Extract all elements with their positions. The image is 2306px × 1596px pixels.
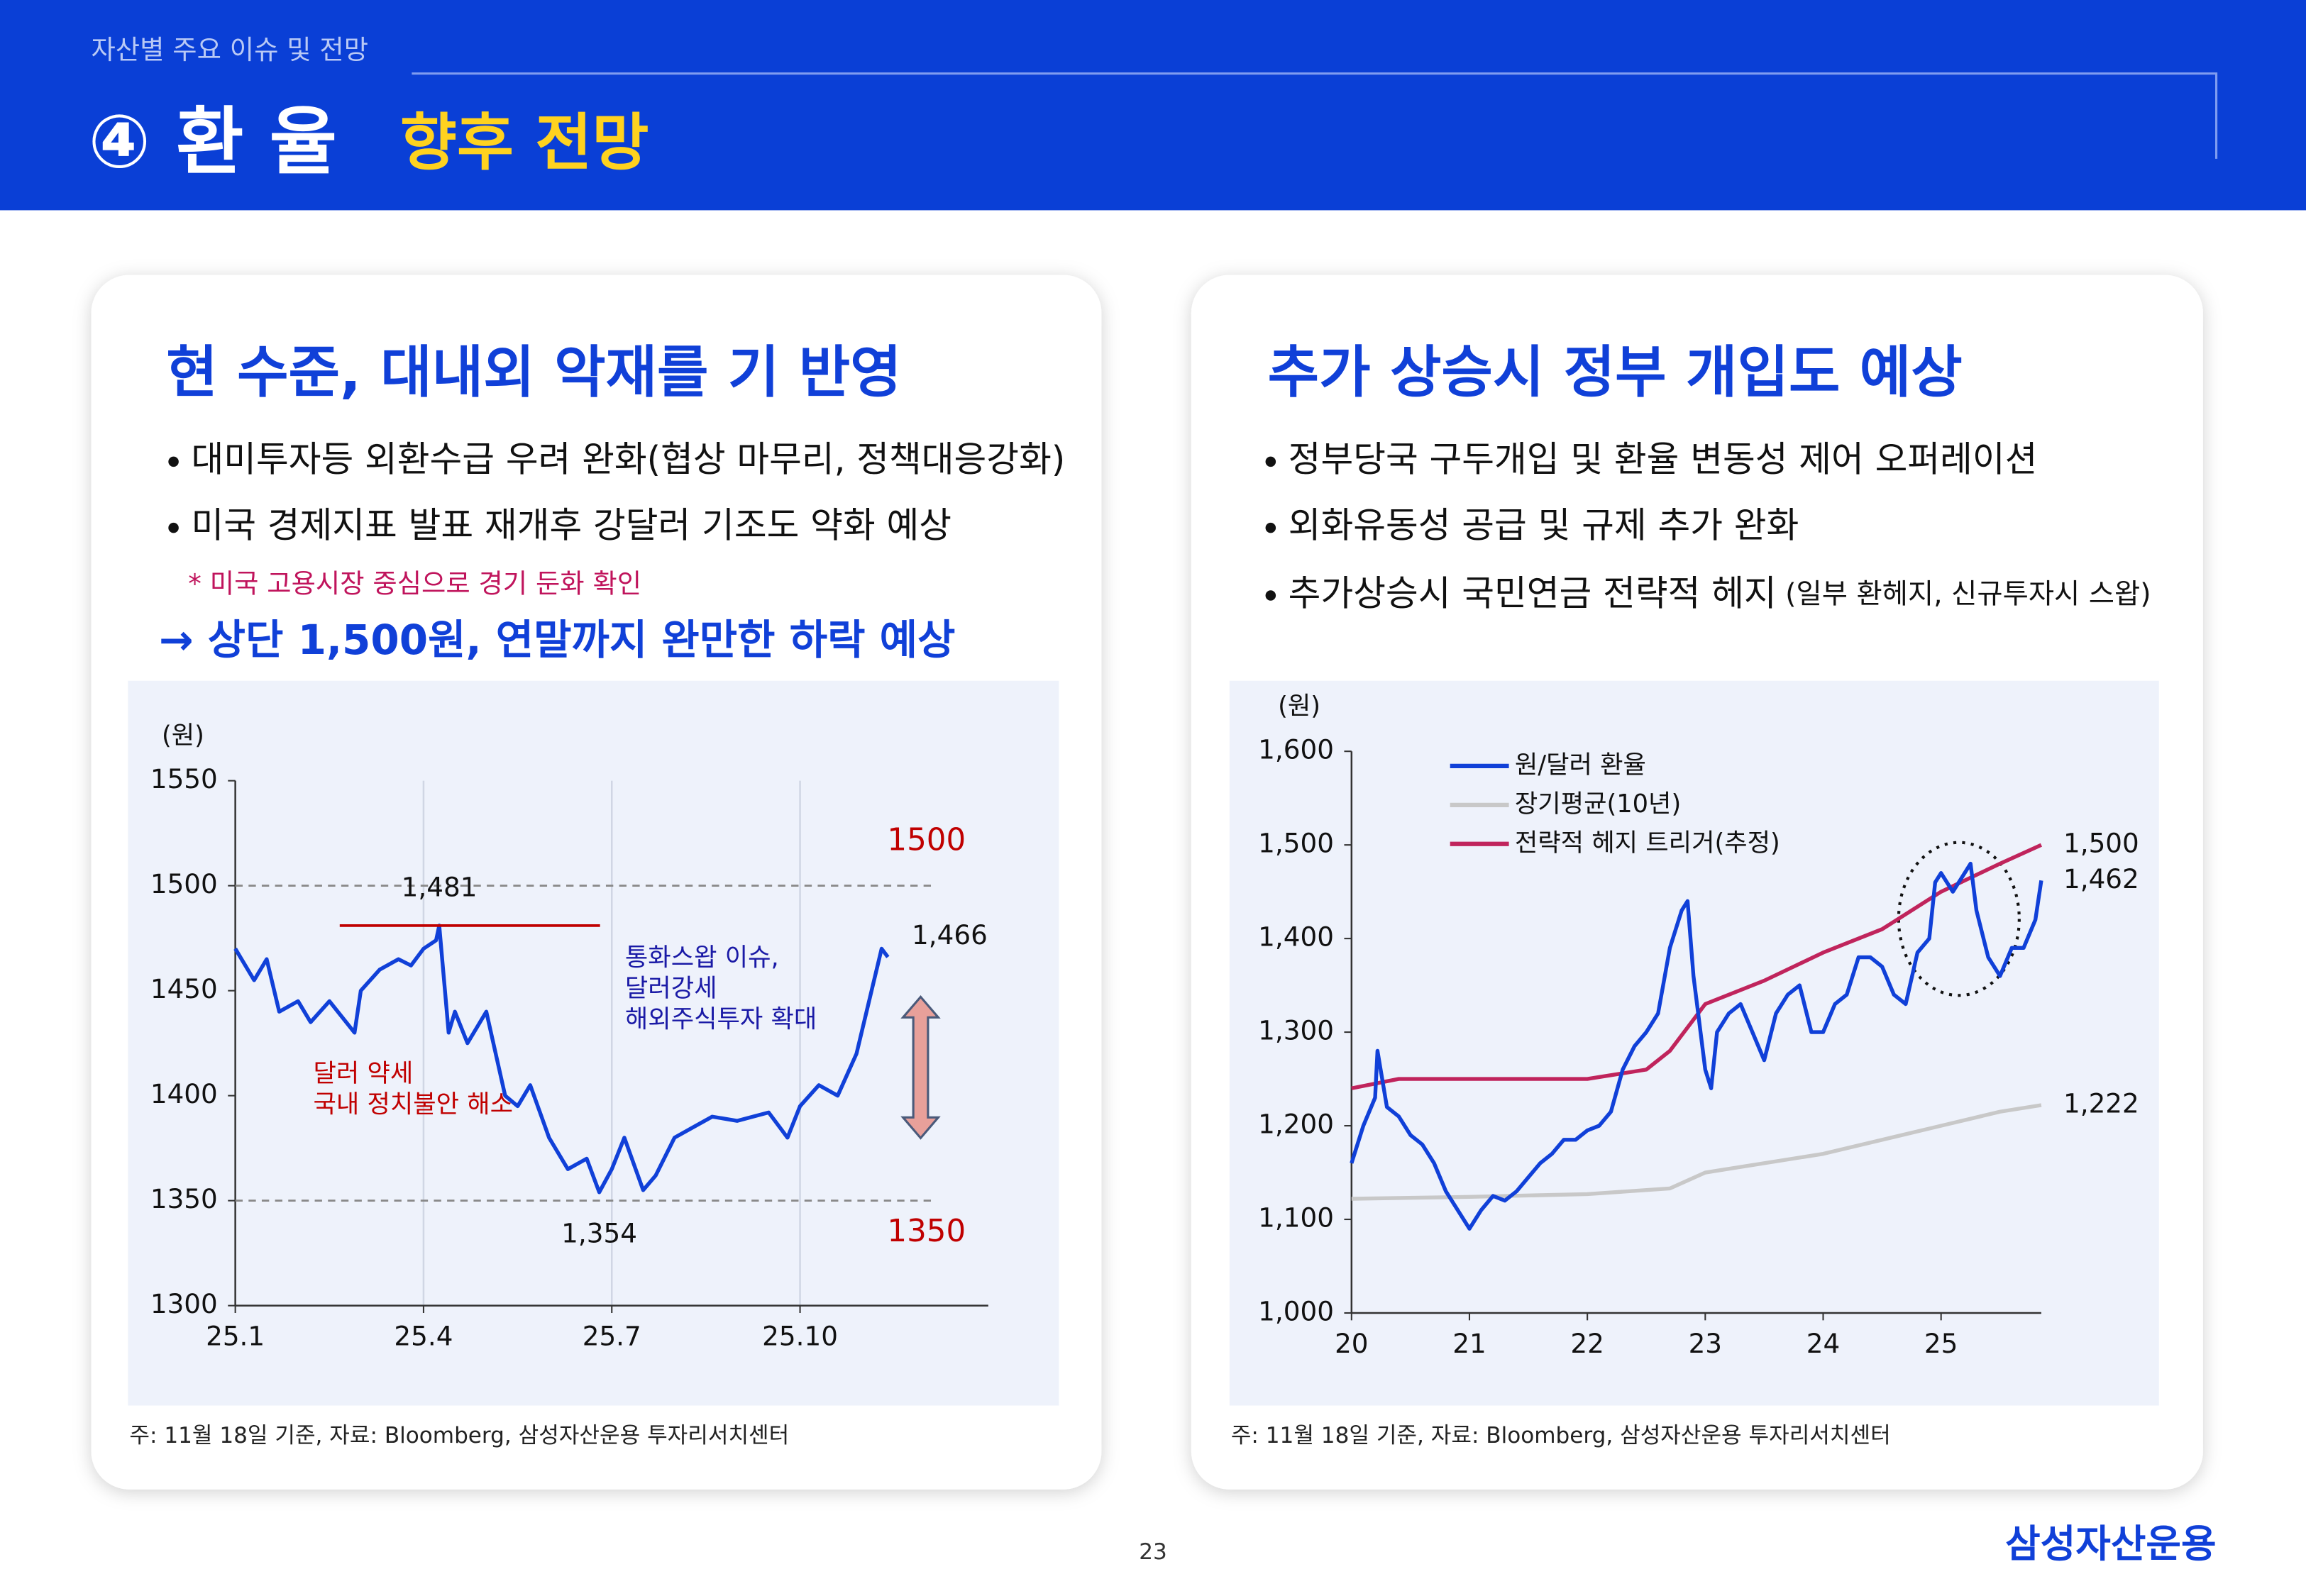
end-label: 1,500 [2063,828,2139,859]
chart-bg-right [1229,680,2159,1406]
x-tick-label: 25.1 [206,1321,265,1352]
bullet-text: 추가상승시 국민연금 전략적 헤지 (일부 환헤지, 신규투자시 스왑) [1289,572,2151,614]
y-tick-label: 1450 [150,973,218,1004]
panel-title: 추가 상승시 정부 개입도 예상 [1268,340,1963,405]
x-tick-label: 25.10 [762,1321,838,1352]
chart-note: 해외주식투자 확대 [625,1005,817,1034]
note: * 미국 고용시장 중심으로 경기 둔화 확인 [188,567,641,599]
x-tick-label: 24 [1806,1328,1840,1359]
highlight-circle [1897,841,2021,997]
y-tick-label: 1,500 [1258,828,1334,859]
header-bar [0,0,2306,211]
chart-bg-left [128,680,1059,1406]
y-tick-label: 1300 [150,1288,218,1319]
section-label: 자산별 주요 이슈 및 전망 [92,34,369,65]
series-line [1351,843,2043,1090]
bullet-text: 대미투자등 외환수급 우려 완화(협상 마무리, 정책대응강화) [191,438,1065,480]
chart-note: 통화스왑 이슈, [625,943,779,972]
y-tick-label: 1,600 [1258,734,1334,765]
y-tick-label: 1400 [150,1078,218,1109]
end-label: 1,462 [2063,863,2139,894]
range-arrow [900,994,941,1140]
bullet-text: 정부당국 구두개입 및 환율 변동성 제어 오퍼레이션 [1289,438,2038,480]
legend-label: 장기평균(10년) [1515,789,1681,819]
y-tick-label: 1,400 [1258,921,1334,953]
annotation: 1,466 [912,919,988,951]
x-tick-label: 25.4 [394,1321,453,1352]
unit-label: (원) [1278,692,1320,721]
x-tick-label: 25 [1924,1328,1958,1359]
y-tick-label: 1,000 [1258,1295,1334,1326]
bullet-text: 미국 경제지표 발표 재개후 강달러 기조도 약화 예상 [191,505,951,546]
y-tick-label: 1,100 [1258,1202,1334,1234]
series-line [1350,861,2043,1231]
chart-note: 달러강세 [625,974,717,1003]
x-tick-label: 20 [1335,1328,1368,1359]
conclusion: → 상단 1,500원, 연말까지 완만한 하락 예상 [159,616,956,664]
y-tick-label: 1350 [150,1183,218,1214]
annotation: 1,481 [402,872,478,903]
slide-title: 향후 전망 [400,106,649,179]
end-label: 1,222 [2063,1088,2139,1119]
source: 주: 11월 18일 기준, 자료: Bloomberg, 삼성자산운용 투자리… [1231,1423,1891,1448]
logo: 삼성자산운용 [2005,1522,2216,1566]
y-tick-label: 1500 [150,868,218,899]
x-tick-label: 25.7 [583,1321,641,1352]
bullet-dot [1265,522,1276,533]
legend-label: 전략적 헤지 트리거(추정) [1515,829,1780,858]
bullet-main: 추가상승시 국민연금 전략적 헤지 [1289,572,1777,614]
x-tick-label: 21 [1452,1328,1486,1359]
y-tick-label: 1,200 [1258,1109,1334,1140]
y-tick-label: 1550 [150,763,218,794]
x-tick-label: 22 [1570,1328,1604,1359]
page-number: 23 [1139,1539,1167,1565]
panel-title: 현 수준, 대내외 악재를 기 반영 [166,340,901,405]
bullet-text: 외화유동성 공급 및 규제 추가 완화 [1289,505,1799,546]
bullet-dot [168,456,179,467]
y-tick-label: 1,300 [1258,1015,1334,1046]
bullet-dot [168,522,179,533]
series-line [233,924,890,1195]
reference-label: 1350 [887,1214,966,1249]
source: 주: 11월 18일 기준, 자료: Bloomberg, 삼성자산운용 투자리… [129,1423,789,1448]
bullet-dot [1265,456,1276,467]
header-frame [412,72,2218,159]
legend-label: 원/달러 환율 [1515,750,1646,780]
bullet-small: (일부 환헤지, 신규투자시 스왑) [1785,577,2151,610]
series-line [1351,1103,2042,1201]
chart-note: 국내 정치불안 해소 [313,1090,513,1119]
unit-label: (원) [162,721,204,750]
chart-note: 달러 약세 [313,1059,413,1088]
reference-label: 1500 [887,822,966,858]
slide-number-title: ④ 환 율 [88,100,337,185]
bullet-dot [1265,590,1276,601]
x-tick-label: 23 [1689,1328,1722,1359]
annotation: 1,354 [561,1217,637,1248]
